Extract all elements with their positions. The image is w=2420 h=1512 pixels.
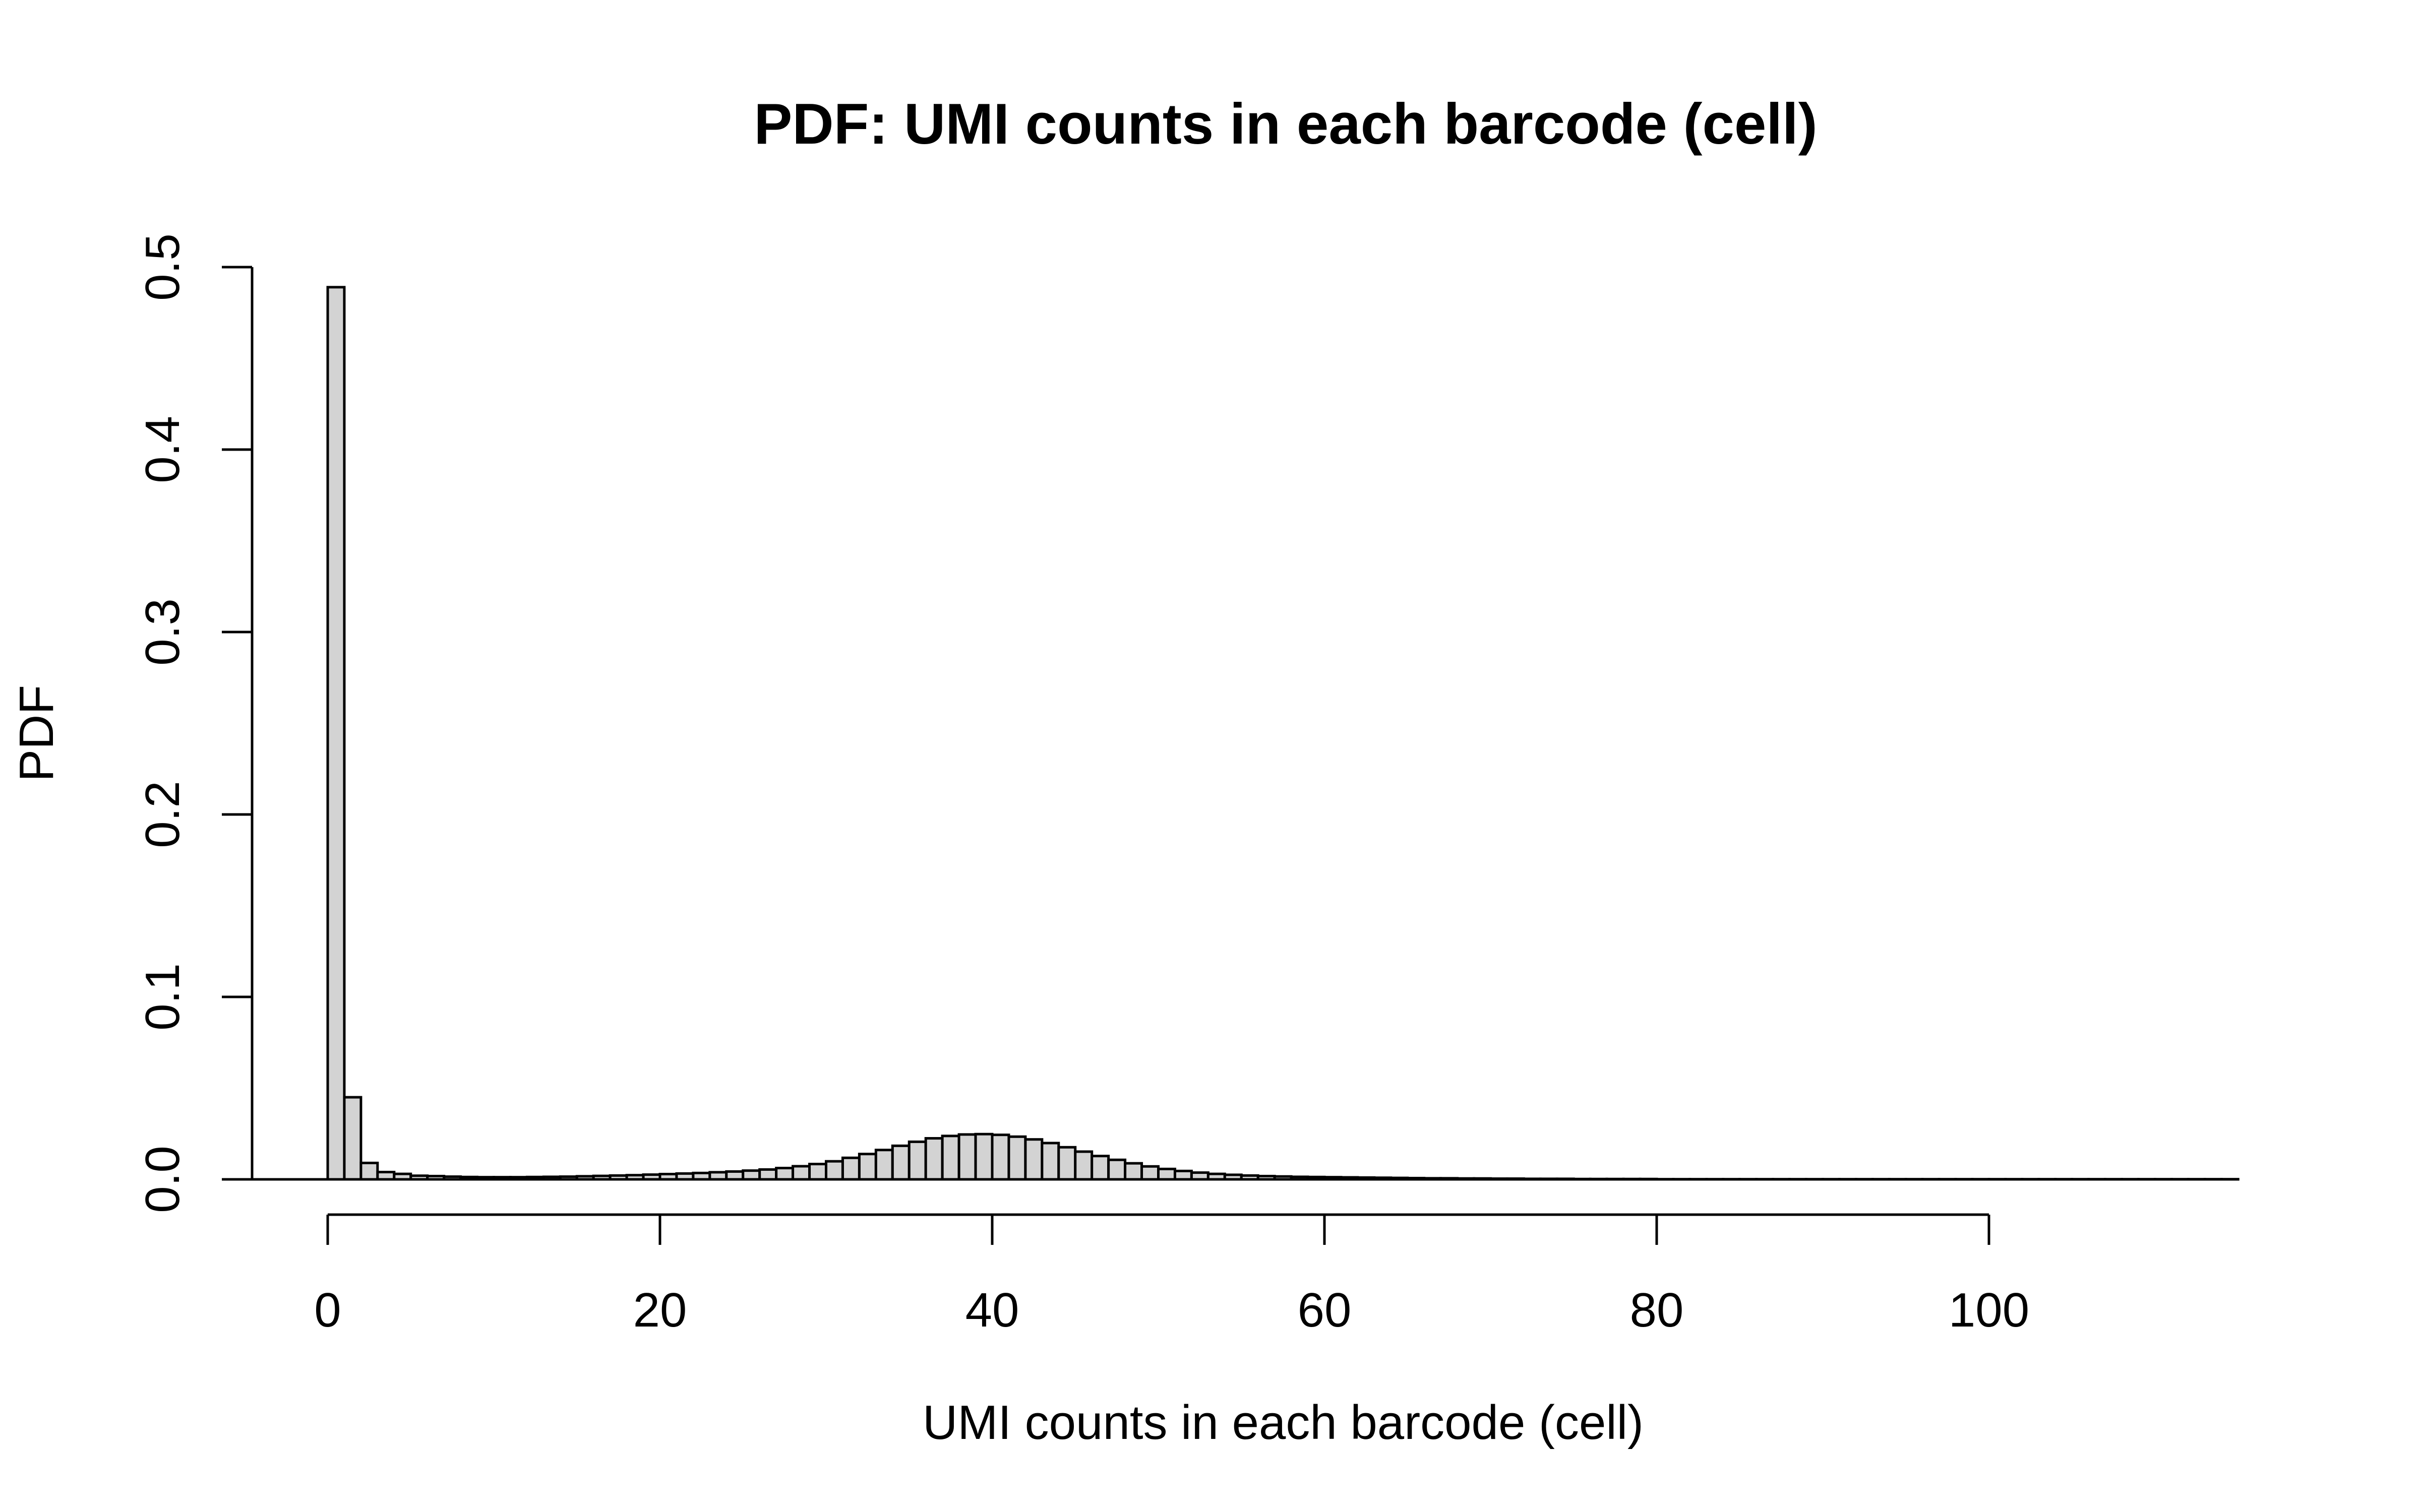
y-tick-label: 0.1 [136, 963, 190, 1030]
chart-title: PDF: UMI counts in each barcode (cell) [754, 92, 1817, 156]
x-tick-label: 100 [1949, 1283, 2029, 1337]
histogram-bar [908, 1140, 927, 1181]
histogram-bar [742, 1169, 761, 1181]
x-tick-label: 60 [1298, 1283, 1352, 1337]
histogram-bar [792, 1165, 811, 1181]
histogram-bar [957, 1133, 977, 1181]
histogram-bar [1057, 1146, 1077, 1181]
histogram-bar [1140, 1165, 1160, 1181]
y-tick-label: 0.4 [136, 416, 190, 483]
histogram-bar [343, 1096, 362, 1181]
histogram-bar [1124, 1162, 1143, 1181]
histogram-bar [758, 1168, 778, 1181]
x-tick-label: 20 [633, 1283, 687, 1337]
y-tick-label: 0.5 [136, 233, 190, 300]
x-axis-label: UMI counts in each barcode (cell) [923, 1396, 1644, 1450]
x-tick-label: 80 [1630, 1283, 1684, 1337]
histogram-bar [1091, 1155, 1110, 1181]
histogram-bar [941, 1135, 960, 1181]
histogram-bar [1041, 1142, 1060, 1181]
histogram-bar [1107, 1158, 1127, 1181]
histogram-bar [359, 1161, 379, 1181]
histogram-bar [775, 1167, 795, 1181]
histogram-bar [858, 1153, 877, 1181]
y-axis: 0.0 0.1 0.2 0.3 0.4 0.5 [136, 233, 254, 1213]
x-tick-label: 40 [965, 1283, 1019, 1337]
histogram-bar [991, 1133, 1010, 1181]
y-tick-label: 0.2 [136, 781, 190, 848]
histogram-bar [924, 1137, 944, 1181]
x-axis: 0 20 40 60 80 100 [314, 1213, 2029, 1337]
y-tick-label: 0.0 [136, 1146, 190, 1213]
histogram-bar [841, 1156, 861, 1181]
x-tick-label: 0 [314, 1283, 341, 1337]
histogram-bar [1157, 1167, 1176, 1181]
y-axis-label: PDF [10, 685, 64, 782]
histogram-bar [974, 1132, 994, 1181]
histogram-bar [1074, 1150, 1094, 1181]
histogram-bar [825, 1160, 844, 1181]
y-tick-label: 0.3 [136, 598, 190, 665]
histogram-bar [1024, 1138, 1044, 1181]
histogram-bar [326, 286, 346, 1181]
histogram-bar [808, 1163, 828, 1181]
histogram-bar [874, 1149, 894, 1181]
histogram-bar [891, 1144, 911, 1181]
bars-group [326, 286, 2240, 1181]
histogram-bar [1007, 1135, 1027, 1181]
